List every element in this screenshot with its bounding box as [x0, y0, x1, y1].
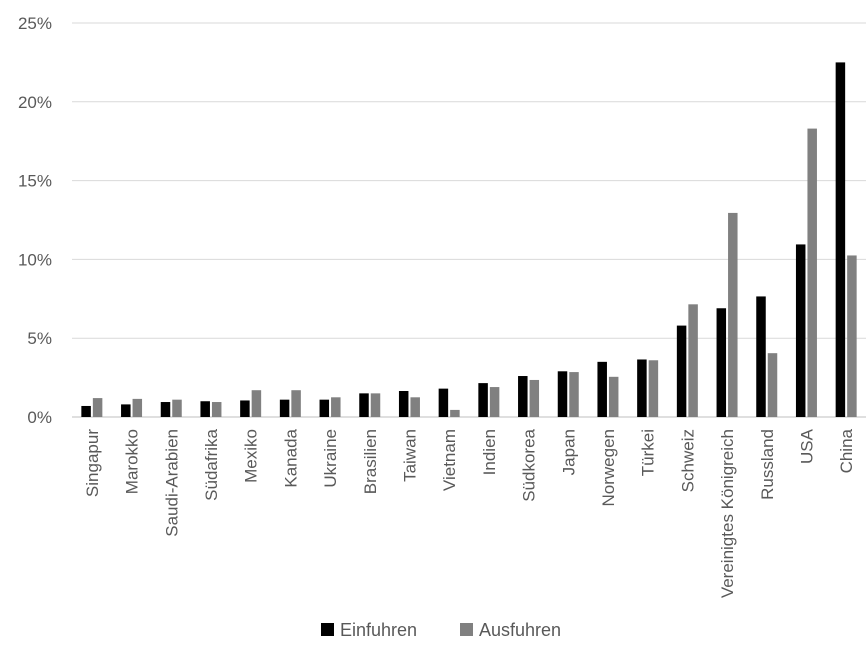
x-category-label: Vietnam — [440, 429, 459, 491]
bar-ausfuhren — [172, 399, 182, 417]
y-tick-label: 5% — [27, 329, 52, 348]
bar-einfuhren — [518, 376, 528, 417]
legend-label-einfuhren: Einfuhren — [340, 620, 417, 640]
bar-einfuhren — [637, 359, 647, 417]
x-category-label: Marokko — [123, 429, 142, 494]
bar-ausfuhren — [688, 304, 698, 417]
bar-einfuhren — [795, 244, 806, 417]
bar-einfuhren — [121, 404, 131, 417]
bar-ausfuhren — [450, 409, 460, 417]
x-category-label: China — [837, 428, 856, 473]
bar-einfuhren — [438, 388, 449, 417]
y-tick-label: 0% — [27, 408, 52, 427]
bar-einfuhren — [557, 371, 568, 417]
bar-einfuhren — [160, 402, 171, 417]
x-category-label: Kanada — [281, 428, 300, 487]
x-category-label: Saudi-Arabien — [162, 429, 181, 537]
bar-einfuhren — [279, 399, 290, 417]
y-tick-label: 15% — [18, 172, 52, 191]
x-category-label: USA — [797, 428, 816, 464]
bars — [81, 62, 857, 418]
bar-einfuhren — [676, 325, 687, 417]
x-category-label: Indien — [480, 429, 499, 475]
bar-ausfuhren — [410, 397, 420, 417]
x-category-label: Singapur — [83, 429, 102, 497]
y-axis-tick-labels: 0% 5% 10% 15% 20% 25% — [18, 14, 52, 427]
bar-ausfuhren — [331, 397, 341, 417]
x-category-label: Südafrika — [202, 428, 221, 500]
bar-einfuhren — [756, 296, 766, 417]
bar-einfuhren — [835, 62, 846, 418]
x-category-label: Ukraine — [321, 429, 340, 488]
x-category-label: Taiwan — [400, 429, 419, 482]
x-category-label: Vereinigtes Königreich — [718, 429, 737, 598]
bar-einfuhren — [398, 390, 409, 417]
bar-ausfuhren — [608, 376, 619, 417]
bar-einfuhren — [319, 399, 330, 417]
legend-swatch-ausfuhren — [460, 623, 473, 636]
y-tick-label: 10% — [18, 250, 52, 269]
x-category-label: Türkei — [639, 429, 658, 476]
x-category-label: Schweiz — [678, 429, 697, 492]
bar-einfuhren — [597, 361, 607, 417]
y-tick-label: 20% — [18, 93, 52, 112]
y-tick-label: 25% — [18, 14, 52, 33]
x-category-label: Norwegen — [599, 429, 618, 507]
bar-ausfuhren — [291, 390, 301, 417]
bar-ausfuhren — [489, 387, 500, 417]
bar-ausfuhren — [529, 379, 540, 417]
bar-einfuhren — [478, 383, 488, 417]
bar-ausfuhren — [569, 372, 579, 417]
bar-ausfuhren — [251, 390, 262, 417]
x-category-label: Brasilien — [361, 429, 380, 494]
x-category-label: Japan — [559, 429, 578, 475]
x-axis-category-labels: Singapur Marokko Saudi-Arabien Südafrika Mex… — [83, 428, 856, 598]
gridlines — [72, 22, 866, 418]
legend-label-ausfuhren: Ausfuhren — [479, 620, 561, 640]
bar-ausfuhren — [847, 255, 857, 417]
bar-ausfuhren — [807, 128, 817, 418]
bar-ausfuhren — [648, 360, 659, 417]
bar-ausfuhren — [728, 212, 738, 417]
bar-ausfuhren — [211, 402, 222, 417]
bar-einfuhren — [81, 405, 91, 417]
bar-ausfuhren — [767, 353, 778, 417]
bar-einfuhren — [716, 308, 727, 417]
bar-ausfuhren — [92, 398, 103, 417]
bar-ausfuhren — [370, 393, 381, 417]
bar-einfuhren — [240, 400, 250, 417]
bar-einfuhren — [200, 401, 210, 417]
bar-einfuhren — [359, 393, 369, 417]
x-category-label: Russland — [758, 429, 777, 500]
x-category-label: Mexiko — [242, 429, 261, 483]
bar-ausfuhren — [132, 398, 143, 417]
x-category-label: Südkorea — [520, 428, 539, 501]
legend-swatch-einfuhren — [321, 623, 334, 636]
legend: Einfuhren Ausfuhren — [321, 620, 561, 640]
